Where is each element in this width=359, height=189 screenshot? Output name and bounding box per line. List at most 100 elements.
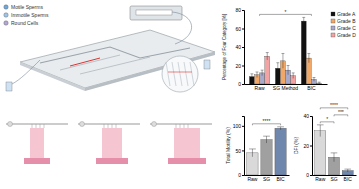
cell-icon: [4, 5, 8, 9]
channel-branch: [44, 124, 45, 128]
y-tick: 0: [238, 81, 244, 87]
figure: Motile Sperms Immotile Sperms Round Cells 0…: [0, 0, 359, 189]
tube: [12, 60, 40, 84]
error-bar: [331, 153, 338, 162]
vial: [6, 82, 12, 91]
y-tick-mark: [242, 66, 244, 67]
x-tick-label: SG: [330, 176, 337, 182]
zoom-channel: [190, 62, 194, 86]
marks: [249, 17, 321, 84]
significance-label: *: [326, 116, 328, 122]
error-bar: [261, 70, 264, 76]
x-tick: BIC: [344, 175, 353, 182]
error-bar: [256, 72, 259, 78]
error-bar: [263, 136, 270, 143]
diagram-label: Immotile Sperms: [11, 12, 49, 18]
y-tick: 50: [235, 148, 244, 154]
channel-branch: [36, 124, 37, 128]
y-tick-label: 60: [235, 26, 241, 32]
diagram-label: Round Cells: [11, 20, 39, 26]
legend-label: Grade A: [337, 11, 356, 17]
error-bar: [344, 169, 351, 172]
channel-zone: [30, 128, 44, 158]
error-bar: [281, 53, 284, 68]
y-axis-title: DFI (%): [293, 137, 299, 155]
diagram: Motile Sperms Immotile Sperms Round Cells: [4, 4, 215, 164]
y-tick-label: 40: [303, 113, 309, 119]
plot: 02040RawSGBIC********: [303, 102, 356, 181]
legend-swatch: [331, 12, 335, 16]
x-tick: Raw: [315, 175, 325, 182]
x-tick: Raw: [247, 175, 257, 182]
y-tick: 60: [235, 26, 244, 32]
y-tick-mark: [242, 126, 244, 127]
channel-branch: [188, 124, 189, 128]
x-tick-label: SG: [263, 176, 270, 182]
bar: [317, 83, 322, 84]
channel-zone: [174, 128, 200, 158]
x-tick-label: BIC: [307, 85, 316, 91]
channel-branch: [108, 124, 109, 128]
y-tick: 20: [303, 143, 312, 149]
channel-outlet: [96, 158, 128, 164]
channel-branch: [32, 124, 33, 128]
y-tick-label: 100: [233, 123, 242, 129]
y-tick: 20: [235, 63, 244, 69]
channel-outlet: [24, 158, 50, 164]
y-tick-mark: [242, 150, 244, 151]
x-tick-label: Raw: [247, 176, 257, 182]
error-bar: [317, 125, 324, 137]
y-axis-title: Percentage of Four Category [%]: [222, 14, 227, 80]
x-tick: Raw: [255, 84, 265, 91]
chip-edge: [85, 52, 215, 91]
zoom-channel: [178, 62, 182, 86]
plot: 020406080RawSG MethodBIC*: [235, 7, 327, 90]
chart: 050100RawSGBIC****Total Motility (%): [225, 117, 290, 182]
zoom: [162, 56, 198, 92]
error-bar: [277, 127, 284, 130]
y-axis: 0 20 40 60 80: [235, 7, 244, 87]
channel-branch: [176, 124, 177, 128]
x-axis: RawSGBIC: [245, 175, 290, 182]
legend-label: Grade C: [337, 25, 356, 31]
channel-outlet: [168, 158, 206, 164]
x-tick: SG: [330, 175, 337, 182]
y-axis-title: Total Motility (%): [225, 127, 231, 164]
error-bar: [307, 53, 310, 62]
legend-label: Grade D: [337, 32, 356, 38]
y-tick: 0: [306, 172, 312, 178]
bar: [261, 140, 272, 175]
x-tick-label: Raw: [255, 85, 265, 91]
error-bar: [250, 74, 253, 80]
legend-label: Grade B: [337, 18, 356, 24]
y-tick-mark: [310, 146, 312, 147]
y-axis-line: [242, 11, 245, 85]
y-tick-label: 40: [235, 44, 241, 50]
y-tick-label: 20: [235, 63, 241, 69]
y-axis-line: [242, 117, 245, 176]
significance-label: ****: [263, 118, 271, 124]
error-bar: [318, 82, 321, 84]
channel-branch: [116, 124, 117, 128]
y-tick: 40: [303, 113, 312, 119]
y-axis: 0 20 40: [303, 113, 312, 178]
chart: 02040RawSGBIC********DFI (%): [293, 102, 357, 181]
y-axis-line: [310, 117, 313, 176]
tube: [172, 12, 192, 44]
cell-icon: [4, 13, 8, 17]
inlet: [8, 122, 13, 127]
channel-branch: [40, 124, 41, 128]
error-bar: [313, 78, 316, 82]
y-tick-label: 80: [235, 7, 241, 13]
y-tick-label: 20: [303, 143, 309, 149]
chart: 020406080RawSG MethodBIC*Percentage of F…: [222, 7, 356, 90]
y-tick: 100: [233, 123, 244, 129]
zoom-arrow: [168, 72, 192, 73]
bar: [315, 131, 326, 175]
channel-branch: [180, 124, 181, 128]
y-tick-mark: [242, 10, 244, 11]
channel-zone: [102, 128, 122, 158]
diagram-label: Motile Sperms: [11, 4, 43, 10]
legend-swatch: [331, 26, 335, 30]
x-tick-label: BIC: [344, 176, 353, 182]
